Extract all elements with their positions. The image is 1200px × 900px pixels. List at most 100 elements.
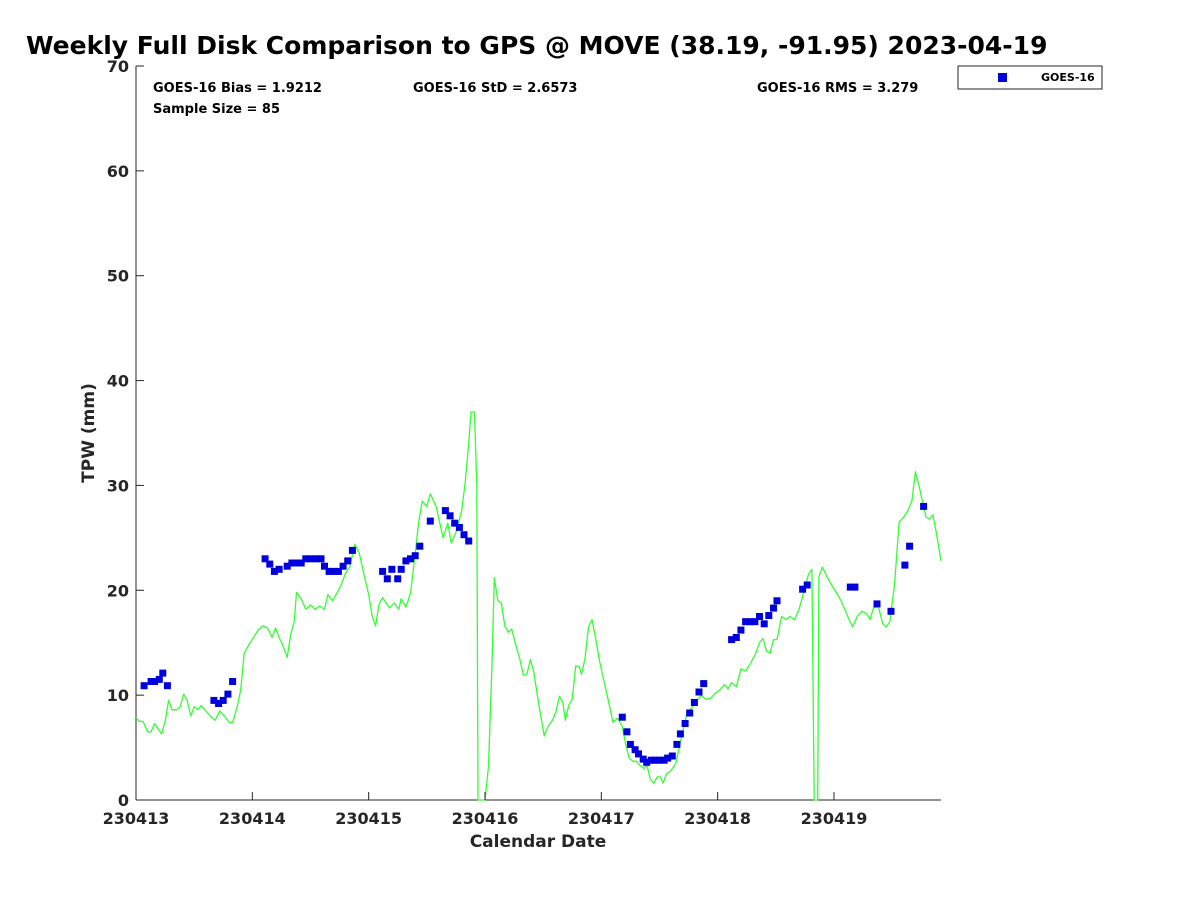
goes16-point: [751, 618, 759, 626]
goes16-point: [334, 567, 342, 575]
chart-title: Weekly Full Disk Comparison to GPS @ MOV…: [26, 31, 1047, 60]
goes16-point: [224, 690, 232, 698]
goes16-point: [765, 612, 773, 619]
goes16-point: [416, 542, 424, 550]
goes16-point: [901, 561, 909, 569]
goes16-point: [426, 517, 434, 525]
goes16-point: [451, 519, 459, 527]
goes16-point: [266, 560, 274, 568]
goes16-point: [219, 696, 227, 704]
goes16-point: [635, 750, 642, 758]
goes16-point: [773, 597, 781, 605]
goes16-point: [379, 567, 387, 575]
goes16-point: [851, 583, 859, 591]
goes16-point: [920, 502, 928, 510]
goes16-point: [732, 634, 740, 641]
goes16-point: [288, 559, 296, 567]
goes16-point: [846, 583, 854, 591]
goes16-point: [348, 546, 356, 554]
goes16-point: [643, 758, 651, 766]
goes16-point: [887, 607, 895, 615]
goes16-point: [155, 675, 163, 683]
x-axis-label: Calendar Date: [470, 832, 607, 852]
goes16-point: [151, 678, 159, 685]
sample-size-stat: Sample Size = 85: [153, 102, 280, 117]
goes16-point: [407, 555, 414, 563]
x-tick-label: 230413: [103, 809, 170, 828]
x-tick-label: 230415: [335, 809, 402, 828]
goes16-point: [746, 618, 754, 626]
legend-marker-goes16: [998, 73, 1007, 82]
goes16-point: [402, 557, 410, 565]
goes16-point: [737, 626, 745, 634]
goes16-point: [293, 559, 300, 567]
goes16-point: [673, 740, 681, 748]
goes16-point: [803, 581, 811, 589]
std-stat: GOES-16 StD = 2.6573: [413, 81, 577, 96]
y-axis-label: TPW (mm): [79, 383, 99, 483]
goes16-point: [664, 754, 672, 762]
goes16-point: [465, 537, 473, 545]
gps-series-line-group: [135, 411, 942, 801]
rms-stat: GOES-16 RMS = 3.279: [757, 81, 918, 96]
goes16-point: [312, 555, 320, 563]
gps-series-line: [135, 411, 942, 801]
goes16-point: [906, 542, 914, 550]
goes16-point: [302, 555, 310, 563]
goes16-point: [397, 565, 405, 573]
x-tick-label: 230414: [219, 809, 286, 828]
goes16-point: [686, 709, 694, 717]
goes16-point: [388, 565, 396, 573]
goes16-point: [455, 523, 463, 531]
goes16-point: [460, 531, 468, 539]
goes16-point: [799, 585, 807, 593]
goes16-point: [631, 746, 639, 754]
y-tick-label: 10: [107, 686, 129, 705]
goes16-point: [210, 696, 218, 704]
x-tick-label: 230418: [684, 809, 751, 828]
legend: GOES-16: [957, 65, 1103, 90]
goes16-point: [623, 728, 631, 736]
legend-box: [957, 65, 1103, 90]
y-tick-label: 50: [107, 267, 129, 286]
goes16-point: [441, 507, 449, 515]
goes16-point: [275, 565, 283, 573]
goes16-point: [330, 567, 338, 575]
plot-frame: [135, 66, 941, 801]
goes16-point: [297, 559, 305, 567]
goes16-point: [656, 756, 663, 764]
goes16-point: [770, 604, 777, 612]
y-tick-label: 40: [107, 372, 129, 391]
goes16-point: [307, 555, 314, 563]
goes16-point: [618, 713, 626, 721]
goes16-point: [321, 562, 328, 570]
goes16-point: [728, 636, 736, 644]
legend-label-goes16: GOES-16: [1041, 71, 1095, 84]
goes16-point: [215, 700, 223, 707]
bias-stat: GOES-16 Bias = 1.9212: [153, 81, 322, 96]
goes16-point: [695, 688, 703, 696]
goes16-point: [681, 720, 689, 727]
goes16-point: [261, 555, 269, 563]
x-axis-ticks: 230413 230414 230415 230416 230417 230418 2304…: [103, 792, 868, 828]
goes16-point: [873, 600, 881, 608]
goes16-point: [668, 752, 676, 760]
x-tick-label: 230419: [801, 809, 868, 828]
goes16-point: [700, 680, 708, 688]
goes16-point: [760, 620, 768, 628]
goes16-point: [325, 567, 333, 575]
goes16-point: [394, 575, 402, 583]
y-tick-label: 60: [107, 162, 129, 181]
goes16-point: [229, 678, 237, 685]
y-tick-label: 20: [107, 581, 129, 600]
goes16-point: [742, 618, 750, 626]
goes16-point: [690, 699, 698, 706]
x-tick-label: 230416: [452, 809, 519, 828]
goes16-point: [344, 557, 352, 565]
goes16-point: [163, 682, 171, 690]
goes16-point: [446, 512, 454, 520]
goes16-point: [283, 562, 291, 570]
goes16-point: [339, 562, 347, 570]
y-tick-label: 0: [118, 791, 129, 810]
